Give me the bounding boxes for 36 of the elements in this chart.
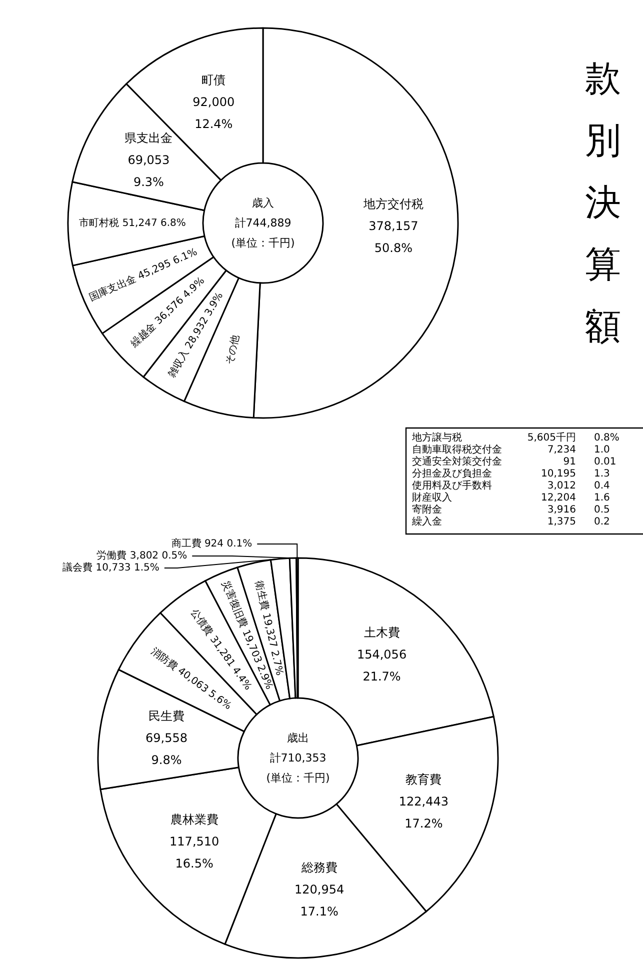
text: 分担金及び負担金 10,195 1.3 xyxy=(412,468,610,480)
text: 寄附金 3,916 0.5 xyxy=(412,504,610,516)
data-label: 92,000 12.4% xyxy=(192,95,235,132)
slice-label: 商工費 924 0.1% xyxy=(171,538,252,550)
slice-label: 民生費 xyxy=(148,709,184,724)
text: 計744,889 xyxy=(234,216,292,230)
text: 交通安全対策交付金 91 0.01 xyxy=(412,456,616,468)
text: 歳出 xyxy=(287,732,309,744)
slice-label: 県支出金 xyxy=(124,131,173,146)
slice-label: 教育費 xyxy=(406,772,442,787)
slice-label: 土木費 xyxy=(364,626,400,640)
data-label: 69,053 9.3% xyxy=(128,153,170,190)
slice-label: 市町村税 51,247 6.8% xyxy=(79,216,186,230)
text: 歳入 xyxy=(252,196,274,210)
slice-label: 労働費 3,802 0.5% xyxy=(96,550,188,562)
data-label: 69,558 9.8% xyxy=(145,731,188,768)
text: (単位：千円) xyxy=(266,772,330,784)
slice-label: 地方交付税 xyxy=(362,197,424,212)
slice-label: その他 xyxy=(223,334,242,366)
slice-label: 議会費 10,733 1.5% xyxy=(62,562,160,574)
text: 財産収入 12,204 1.6 xyxy=(412,492,610,504)
text: 計710,353 xyxy=(270,752,326,764)
data-label: 117,510 16.5% xyxy=(170,834,220,870)
data-label: 378,157 50.8% xyxy=(368,219,418,256)
slice-label: 総務費 xyxy=(300,860,338,874)
text: 地方譲与税 5,605千円 0.8% xyxy=(412,432,620,444)
slice-label: 町債 xyxy=(202,73,226,88)
text: 款別決算額 xyxy=(585,58,621,348)
data-label: 154,056 21.7% xyxy=(356,648,407,684)
data-label: 122,443 17.2% xyxy=(398,794,448,831)
text: 自動車取得税交付金 7,234 1.0 xyxy=(412,444,610,456)
text: 繰入金 1,375 0.2 xyxy=(412,516,610,528)
slice-label: 農林業費 xyxy=(170,812,218,826)
text: 使用料及び手数料 3,012 0.4 xyxy=(412,480,610,492)
data-label: 120,954 17.1% xyxy=(294,882,344,918)
text: (単位：千円) xyxy=(231,236,295,250)
